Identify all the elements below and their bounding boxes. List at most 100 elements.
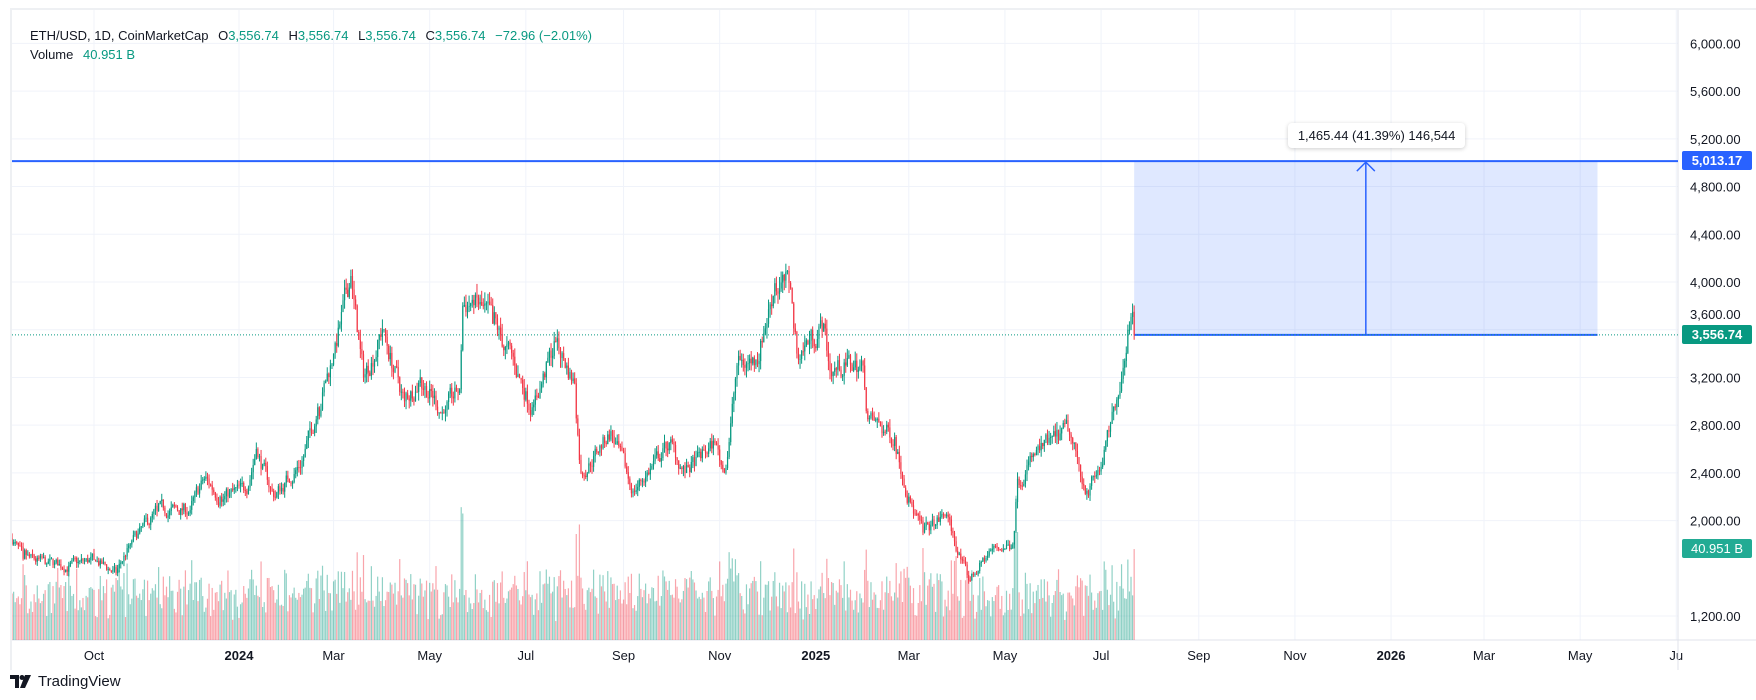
candle-body <box>1067 420 1069 432</box>
change-value: −72.96 (−2.01%) <box>495 28 593 43</box>
volume-bar <box>834 604 836 640</box>
volume-bar <box>553 577 555 640</box>
candle-body <box>60 564 62 568</box>
volume-bar <box>106 579 108 640</box>
volume-bar <box>1024 572 1027 640</box>
candle-body <box>517 374 519 378</box>
close-value: 3,556.74 <box>434 28 486 43</box>
candle-body <box>511 345 513 353</box>
candle-body <box>299 467 302 469</box>
volume-bar <box>613 583 615 640</box>
candle-body <box>629 478 631 485</box>
candle-body <box>142 523 144 527</box>
candle-body <box>993 546 995 549</box>
candle-body <box>864 365 866 388</box>
volume-bar <box>641 597 644 640</box>
volume-bar <box>1064 619 1066 640</box>
candle-body <box>977 571 979 575</box>
candle-body <box>280 487 283 492</box>
candle-body <box>1042 442 1044 447</box>
symbol-title[interactable]: ETH/USD, 1D, CoinMarketCap <box>30 28 209 43</box>
candle-body <box>339 324 341 328</box>
candle-body <box>670 439 672 444</box>
candle-body <box>80 558 82 561</box>
volume-bar <box>276 599 278 640</box>
volume-bar <box>321 565 324 640</box>
volume-bar <box>1128 591 1131 640</box>
volume-bar <box>979 578 981 640</box>
volume-bar <box>1081 580 1083 640</box>
price-chart[interactable]: 6,000.00 5,600.00 5,200.00 4,800.00 4,400.00… <box>12 10 1756 670</box>
volume-bar <box>763 597 765 640</box>
volume-bar <box>424 590 426 640</box>
volume-bar <box>1048 595 1050 640</box>
x-tick-label: Mar <box>322 648 345 663</box>
volume-bar <box>167 597 169 640</box>
volume-bar <box>50 613 53 640</box>
volume-bar <box>397 591 399 640</box>
candle-body <box>364 374 366 378</box>
volume-bar <box>878 608 880 640</box>
candle-body <box>667 448 669 451</box>
candle-body <box>290 482 292 484</box>
candle-body <box>22 547 24 559</box>
candle-body <box>895 437 897 454</box>
volume-bar <box>875 594 877 640</box>
volume-bar <box>574 607 576 640</box>
volume-label[interactable]: Volume <box>30 47 74 62</box>
volume-bar <box>764 584 766 640</box>
volume-bar <box>946 606 948 640</box>
volume-bar <box>1068 592 1071 640</box>
volume-bar <box>909 585 911 640</box>
candle-body <box>834 368 836 372</box>
candle-body <box>395 366 398 368</box>
candle-body <box>328 373 330 378</box>
candle-body <box>225 489 227 497</box>
candle-body <box>214 492 216 498</box>
volume-bar <box>441 614 443 640</box>
volume-bar <box>941 581 943 640</box>
candle-body <box>277 486 279 493</box>
y-tick-label: 2,000.00 <box>1690 514 1741 529</box>
candle-body <box>345 287 347 290</box>
volume-bar <box>867 580 869 640</box>
volume-bar <box>430 591 432 640</box>
candle-body <box>1012 544 1014 549</box>
volume-bar <box>1021 599 1023 640</box>
candle-body <box>936 517 938 525</box>
volume-bar <box>974 618 976 640</box>
candle-body <box>94 559 97 562</box>
volume-bar <box>383 606 385 640</box>
candle-body <box>988 551 990 556</box>
volume-bar <box>830 582 833 640</box>
candle-body <box>678 460 680 469</box>
volume-bar <box>1103 561 1105 640</box>
volume-bar <box>767 581 770 640</box>
volume-bar <box>446 585 448 640</box>
candle-body <box>651 466 653 469</box>
candle-body <box>736 365 738 379</box>
candle-body <box>635 490 637 492</box>
candle-body <box>271 488 273 492</box>
volume-bar <box>993 601 995 640</box>
volume-bar <box>916 615 918 640</box>
volume-bar <box>944 599 946 640</box>
volume-bar <box>477 602 480 640</box>
volume-bar <box>777 606 779 640</box>
volume-bar <box>1034 603 1036 640</box>
volume-bar <box>927 585 929 640</box>
volume-bar <box>905 577 907 640</box>
volume-bar <box>487 611 489 640</box>
volume-bar <box>778 582 781 640</box>
tradingview-logo[interactable]: TradingView <box>10 673 121 690</box>
candle-body <box>509 342 511 346</box>
volume-bar <box>797 601 800 640</box>
volume-bar <box>485 610 488 640</box>
volume-bar <box>170 590 172 640</box>
candle-body <box>1130 316 1132 330</box>
y-tick-label: 2,800.00 <box>1690 418 1741 433</box>
volume-bar <box>49 581 51 640</box>
candle-body <box>949 517 951 520</box>
volume-bar <box>80 607 82 640</box>
candle-body <box>233 487 235 490</box>
